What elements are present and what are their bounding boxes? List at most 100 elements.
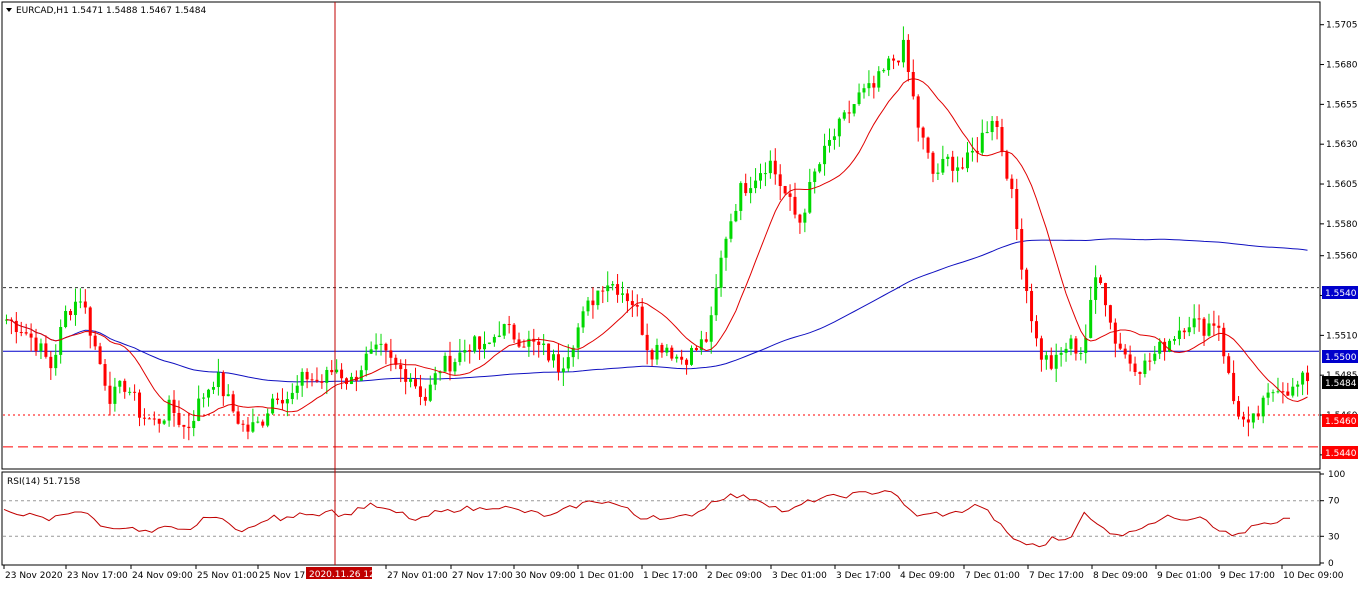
candle-body bbox=[596, 290, 600, 306]
candle-body bbox=[389, 350, 393, 358]
candle-body bbox=[492, 336, 496, 343]
candle-body bbox=[630, 301, 634, 306]
candle-body bbox=[246, 424, 250, 432]
price-tick-label: 1.5580 bbox=[1326, 220, 1358, 230]
time-tick-label: 25 Nov 17:00 bbox=[259, 571, 320, 581]
candle-body bbox=[818, 164, 822, 172]
price-panel[interactable] bbox=[1, 1, 1321, 470]
candle-body bbox=[586, 300, 590, 312]
candle-body bbox=[1192, 318, 1196, 328]
candle-body bbox=[133, 391, 137, 393]
candle-body bbox=[404, 369, 408, 382]
candle-body bbox=[211, 387, 215, 390]
candle-body bbox=[418, 386, 422, 397]
candle-body bbox=[1034, 321, 1038, 339]
candle-body bbox=[138, 392, 142, 418]
candle-body bbox=[754, 180, 758, 189]
candle-body bbox=[1113, 322, 1117, 344]
symbol-header[interactable]: EURCAD,H1 1.5471 1.5488 1.5467 1.5484 bbox=[6, 6, 206, 16]
candle-body bbox=[177, 412, 181, 425]
candle-body bbox=[965, 152, 969, 169]
candle-body bbox=[892, 58, 896, 61]
candle-body bbox=[685, 359, 689, 365]
candle-body bbox=[877, 71, 881, 88]
candle-body bbox=[1276, 391, 1280, 393]
candle-body bbox=[305, 371, 309, 380]
candles bbox=[4, 26, 1310, 441]
candle-body bbox=[330, 369, 334, 373]
time-tick-label: 3 Dec 17:00 bbox=[836, 571, 891, 581]
candle-body bbox=[1291, 386, 1295, 396]
candle-body bbox=[226, 394, 230, 397]
candle-body bbox=[675, 356, 679, 359]
candle-body bbox=[936, 172, 940, 174]
candle-body bbox=[665, 347, 669, 353]
candle-body bbox=[19, 332, 23, 334]
candle-body bbox=[433, 373, 437, 385]
candle-body bbox=[310, 379, 314, 381]
candle-body bbox=[995, 120, 999, 128]
candle-body bbox=[93, 335, 97, 347]
candle-body bbox=[1256, 413, 1260, 417]
time-tick-label: 2 Dec 09:00 bbox=[707, 571, 762, 581]
candle-body bbox=[872, 83, 876, 88]
candle-body bbox=[448, 355, 452, 372]
candle-body bbox=[1064, 348, 1068, 353]
svg-text:1.5484: 1.5484 bbox=[1325, 379, 1357, 389]
candle-body bbox=[335, 369, 339, 373]
candle-body bbox=[744, 183, 748, 194]
candle-body bbox=[931, 152, 935, 174]
price-tick-label: 1.5605 bbox=[1326, 180, 1358, 190]
candle-body bbox=[261, 421, 265, 426]
candle-body bbox=[172, 399, 176, 413]
candle-body bbox=[606, 285, 610, 292]
candle-body bbox=[83, 301, 87, 308]
candle-body bbox=[862, 88, 866, 93]
candle-body bbox=[847, 112, 851, 114]
candle-body bbox=[123, 380, 127, 392]
candle-body bbox=[1025, 269, 1029, 291]
candle-body bbox=[1108, 305, 1112, 323]
candle-body bbox=[911, 71, 915, 97]
time-tick-label: 4 Dec 09:00 bbox=[900, 571, 955, 581]
level-label-1500: 1.5500 bbox=[1322, 350, 1358, 363]
candle-body bbox=[399, 364, 403, 370]
triangle-down-icon[interactable] bbox=[6, 8, 12, 12]
candle-body bbox=[852, 104, 856, 114]
candle-body bbox=[221, 372, 225, 397]
candle-body bbox=[808, 182, 812, 213]
fast-ma-line bbox=[6, 78, 1308, 417]
candle-body bbox=[887, 58, 891, 71]
candle-body bbox=[113, 386, 117, 404]
rsi-panel[interactable] bbox=[1, 471, 1321, 566]
candle-body bbox=[487, 342, 491, 344]
candle-body bbox=[69, 310, 73, 316]
price-tick-label: 1.5655 bbox=[1326, 100, 1358, 110]
candle-body bbox=[325, 369, 329, 383]
candle-body bbox=[1094, 277, 1098, 300]
candle-body bbox=[625, 293, 629, 302]
rsi-tick-label: 30 bbox=[1328, 532, 1340, 542]
candle-body bbox=[1099, 277, 1103, 284]
candle-body bbox=[24, 332, 28, 334]
candle-body bbox=[990, 120, 994, 133]
candle-body bbox=[231, 394, 235, 412]
time-axis: 23 Nov 2020 23 Nov 17:00 24 Nov 09:00 25 No… bbox=[3, 565, 1344, 581]
candle-body bbox=[483, 343, 487, 350]
level-label-1440: 1.5440 bbox=[1322, 446, 1358, 459]
candle-body bbox=[1207, 323, 1211, 336]
candle-body bbox=[1153, 353, 1157, 361]
candle-body bbox=[468, 350, 472, 352]
candle-body bbox=[783, 186, 787, 194]
candle-body bbox=[1103, 283, 1107, 306]
candle-body bbox=[497, 335, 501, 337]
svg-text:1.5540: 1.5540 bbox=[1325, 289, 1357, 299]
candle-body bbox=[857, 92, 861, 105]
candle-body bbox=[882, 70, 886, 72]
candle-body bbox=[359, 370, 363, 381]
candle-body bbox=[1074, 338, 1078, 354]
svg-text:1.5440: 1.5440 bbox=[1325, 449, 1357, 459]
candle-body bbox=[315, 379, 319, 382]
